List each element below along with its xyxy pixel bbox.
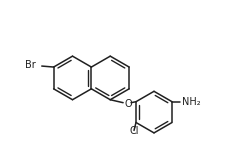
- Text: Cl: Cl: [129, 126, 139, 136]
- Text: Br: Br: [25, 60, 36, 70]
- Text: O: O: [124, 99, 132, 109]
- Text: NH₂: NH₂: [182, 97, 200, 107]
